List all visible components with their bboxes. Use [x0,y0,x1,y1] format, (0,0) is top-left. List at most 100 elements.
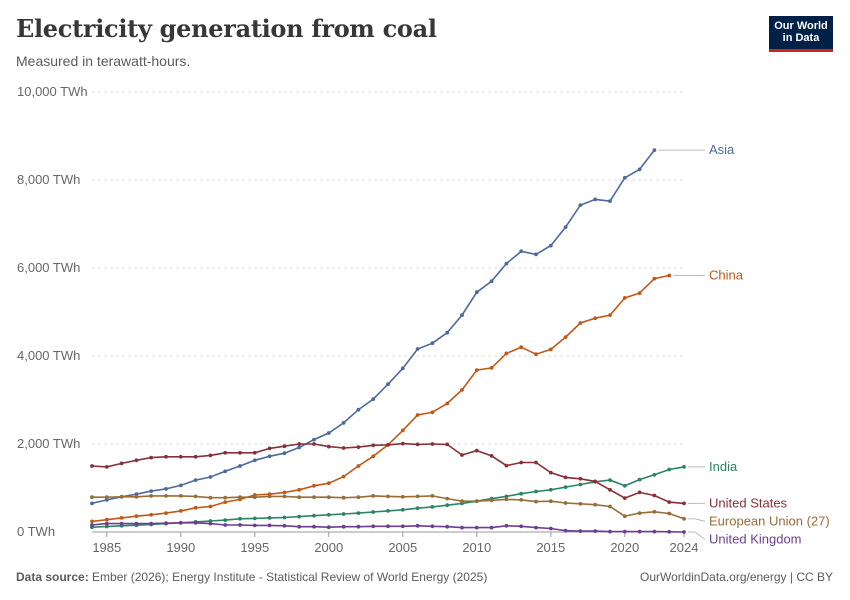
data-point-asia-1985 [104,498,109,502]
series-label-india[interactable]: India [709,459,738,474]
data-point-asia-2021 [637,167,642,172]
data-point-asia-1990 [178,483,183,488]
data-point-india-1985 [104,524,109,529]
data-point-united-kingdom-2023 [667,529,672,534]
series-labels: Asia China India United States European Unio… [658,142,830,546]
data-point-united-states-2024 [682,501,686,506]
data-point-united-states-1984 [90,464,94,468]
data-point-india-1994 [238,516,242,521]
data-point-asia-1987 [134,492,139,497]
data-point-european-union-27-2006 [415,494,420,499]
data-point-india-2001 [341,512,346,516]
data-point-united-kingdom-2007 [430,524,435,529]
data-point-united-kingdom-2012 [504,523,509,528]
data-point-asia-2012 [504,261,509,266]
data-point-india-2012 [504,494,509,499]
data-point-european-union-27-2014 [534,499,538,504]
data-point-european-union-27-1985 [104,495,109,500]
data-point-united-states-2006 [415,442,420,447]
data-point-united-states-1994 [238,450,242,455]
data-point-china-2006 [415,413,420,417]
data-point-asia-2005 [400,366,405,371]
x-tick-label-1990: 1990 [166,540,195,555]
data-point-united-states-2015 [548,470,553,475]
data-point-asia-2003 [371,397,376,401]
x-tick-label-2024: 2024 [670,540,699,555]
data-point-united-kingdom-1984 [90,523,94,527]
data-point-european-union-27-1993 [223,495,228,500]
x-axis-ticks: 1985 1990 1995 2000 2005 2010 2015 2020 2024 [92,532,698,555]
data-point-european-union-27-1994 [238,495,242,500]
data-point-india-2003 [371,510,376,514]
data-point-european-union-27-1995 [252,495,257,500]
data-point-united-kingdom-1988 [149,521,154,526]
data-point-united-kingdom-2017 [578,529,583,533]
data-point-united-kingdom-1998 [297,524,302,529]
series-label-united-kingdom[interactable]: United Kingdom [709,531,802,546]
data-point-china-1997 [282,490,287,495]
data-point-asia-2018 [593,197,598,202]
data-point-united-states-1988 [149,455,154,460]
data-point-asia-2009 [460,313,464,317]
data-point-european-union-27-2012 [504,497,509,502]
data-point-china-2012 [504,351,509,356]
series-label-asia[interactable]: Asia [709,142,735,157]
data-point-asia-2010 [474,290,479,295]
data-point-united-states-2009 [460,453,464,457]
series-label-european-union-27[interactable]: European Union (27) [709,513,830,528]
series-label-china[interactable]: China [709,267,744,282]
data-point-asia-2007 [430,341,435,346]
data-point-united-kingdom-1993 [223,523,228,527]
data-point-india-2023 [667,467,672,472]
data-point-china-1984 [90,519,94,524]
data-point-european-union-27-2009 [460,499,464,504]
y-tick-label-10000: 10,000 TWh [17,84,88,99]
data-point-india-2019 [608,478,612,482]
data-point-india-1998 [297,514,302,519]
data-point-united-states-2004 [386,443,390,447]
data-point-china-2009 [460,388,464,392]
data-point-asia-2022 [652,148,657,153]
data-source-label: Data source: [16,570,89,584]
data-point-united-states-1987 [134,458,139,463]
data-point-united-states-2016 [563,475,568,480]
data-point-china-2015 [548,347,553,352]
data-point-india-2008 [445,503,450,508]
data-point-united-states-2017 [578,476,583,481]
data-point-united-kingdom-1989 [164,521,168,526]
data-point-china-2003 [371,454,376,459]
data-point-european-union-27-1987 [134,494,139,499]
data-point-china-2023 [667,273,672,278]
data-point-european-union-27-2001 [341,495,346,500]
data-point-united-kingdom-2005 [400,524,405,529]
data-point-united-kingdom-2022 [652,529,657,534]
data-point-european-union-27-2004 [386,494,390,499]
series-line-china [91,274,670,523]
series-label-united-states[interactable]: United States [709,495,788,510]
data-point-united-kingdom-2003 [371,524,376,529]
data-point-asia-1996 [267,454,272,459]
data-point-united-kingdom-2020 [622,529,627,534]
data-point-asia-2000 [326,431,331,435]
data-point-united-states-2007 [430,442,435,446]
data-point-asia-1999 [312,437,316,442]
data-point-united-kingdom-1990 [178,520,183,525]
data-point-asia-2011 [489,279,494,284]
data-point-united-states-2023 [667,500,672,504]
data-point-united-kingdom-2004 [386,524,390,529]
data-point-asia-2019 [608,199,612,204]
data-point-china-2014 [534,352,538,357]
data-point-european-union-27-2019 [608,504,612,509]
data-point-asia-2004 [386,382,390,387]
owid-logo[interactable]: Our World in Data [769,16,833,52]
data-point-united-kingdom-1985 [104,521,109,526]
data-point-china-1989 [164,511,168,515]
credit-link[interactable]: OurWorldinData.org/energy | CC BY [640,570,833,584]
data-point-united-states-2022 [652,493,657,498]
data-point-india-2017 [578,482,583,487]
data-point-china-1992 [208,504,213,509]
data-point-european-union-27-1986 [119,494,124,499]
data-point-united-states-1996 [267,446,272,451]
data-point-india-2000 [326,512,331,517]
